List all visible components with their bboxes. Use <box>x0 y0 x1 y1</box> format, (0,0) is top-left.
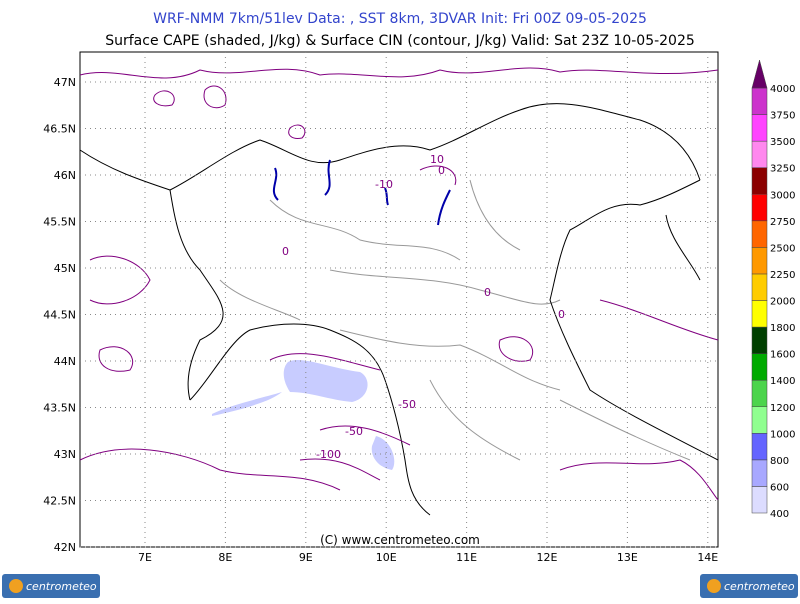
colorbar-label: 600 <box>770 482 789 493</box>
title-line2: Surface CAPE (shaded, J/kg) & Surface CI… <box>105 33 695 49</box>
colorbar-label: 1200 <box>770 403 795 414</box>
lon-label: 13E <box>617 551 638 564</box>
map-frame <box>79 51 719 548</box>
lat-label: 42.5N <box>43 495 76 508</box>
colorbar-label: 3000 <box>770 190 795 201</box>
logo-left-bg <box>2 574 100 598</box>
graticule: 47N 46.5N 46N 45.5N 45N 44.5N 44N 43.5N 43N 42.5N… <box>43 52 718 564</box>
lat-label: 46N <box>54 169 76 182</box>
colorbar-swatch <box>751 273 768 301</box>
contour-label: 0 <box>282 245 289 258</box>
colorbar-swatch <box>751 167 768 195</box>
title-line1: WRF-NMM 7km/51lev Data: , SST 8km, 3DVAR… <box>153 11 647 27</box>
cape-area <box>283 359 368 402</box>
colorbar-label: 1800 <box>770 323 795 334</box>
colorbar-swatch <box>751 486 768 514</box>
lat-label: 44N <box>54 355 76 368</box>
lat-label: 45.5N <box>43 216 76 229</box>
lon-label: 9E <box>299 551 313 564</box>
contour-label: -10 <box>375 178 393 191</box>
colorbar-label: 2000 <box>770 297 795 308</box>
contour-label: 0 <box>438 164 445 177</box>
colorbar-swatch <box>751 247 768 275</box>
lat-label: 43N <box>54 448 76 461</box>
lat-label: 47N <box>54 76 76 89</box>
lon-label: 7E <box>138 551 152 564</box>
contour-label: 10 <box>430 153 444 166</box>
colorbar-swatch <box>751 114 768 142</box>
colorbar-label: 1000 <box>770 429 795 440</box>
lon-label: 11E <box>456 551 477 564</box>
lon-label: 8E <box>218 551 232 564</box>
colorbar-swatch <box>751 140 768 168</box>
colorbar-swatch <box>751 353 768 381</box>
cape-area <box>371 436 395 470</box>
colorbar-swatch <box>751 406 768 434</box>
colorbar-label: 1400 <box>770 376 795 387</box>
contour-label: -50 <box>398 398 416 411</box>
cape-area <box>212 392 282 416</box>
colorbar-label: 2500 <box>770 243 795 254</box>
colorbar: 400 600 800 1000 1200 1400 1600 1800 2000 2250 250… <box>751 59 795 520</box>
lon-label: 12E <box>537 551 558 564</box>
colorbar-label: 3500 <box>770 137 795 148</box>
logo-icon <box>707 579 721 593</box>
logo-right-bg <box>700 574 798 598</box>
colorbar-swatch <box>751 379 768 407</box>
contour-label: 0 <box>484 286 491 299</box>
colorbar-swatch <box>751 220 768 248</box>
logo-left: centrometeo <box>26 580 97 593</box>
lat-label: 46.5N <box>43 123 76 136</box>
lat-label: 44.5N <box>43 309 76 322</box>
colorbar-swatch <box>751 433 768 461</box>
colorbar-over <box>751 59 768 89</box>
colorbar-label: 4000 <box>770 84 795 95</box>
logo-right: centrometeo <box>724 580 795 593</box>
colorbar-label: 3750 <box>770 111 795 122</box>
colorbar-swatch <box>751 459 768 487</box>
lon-label: 10E <box>376 551 397 564</box>
colorbar-label: 2250 <box>770 270 795 281</box>
map-layer <box>79 67 719 516</box>
colorbar-swatch <box>751 326 768 354</box>
lat-label: 42N <box>54 541 76 554</box>
contour-label: -50 <box>345 425 363 438</box>
colorbar-label: 2750 <box>770 217 795 228</box>
colorbar-swatch <box>751 87 768 115</box>
colorbar-label: 400 <box>770 509 789 520</box>
lat-label: 43.5N <box>43 402 76 415</box>
credit: (C) www.centrometeo.com <box>320 533 480 547</box>
logo-icon <box>9 579 23 593</box>
contour-label: -100 <box>316 448 341 461</box>
colorbar-swatch <box>751 300 768 328</box>
lon-label: 14E <box>697 551 718 564</box>
colorbar-label: 3250 <box>770 164 795 175</box>
lat-label: 45N <box>54 262 76 275</box>
contour-label: 0 <box>558 308 565 321</box>
colorbar-label: 1600 <box>770 350 795 361</box>
colorbar-swatch <box>751 194 768 222</box>
colorbar-label: 800 <box>770 456 789 467</box>
